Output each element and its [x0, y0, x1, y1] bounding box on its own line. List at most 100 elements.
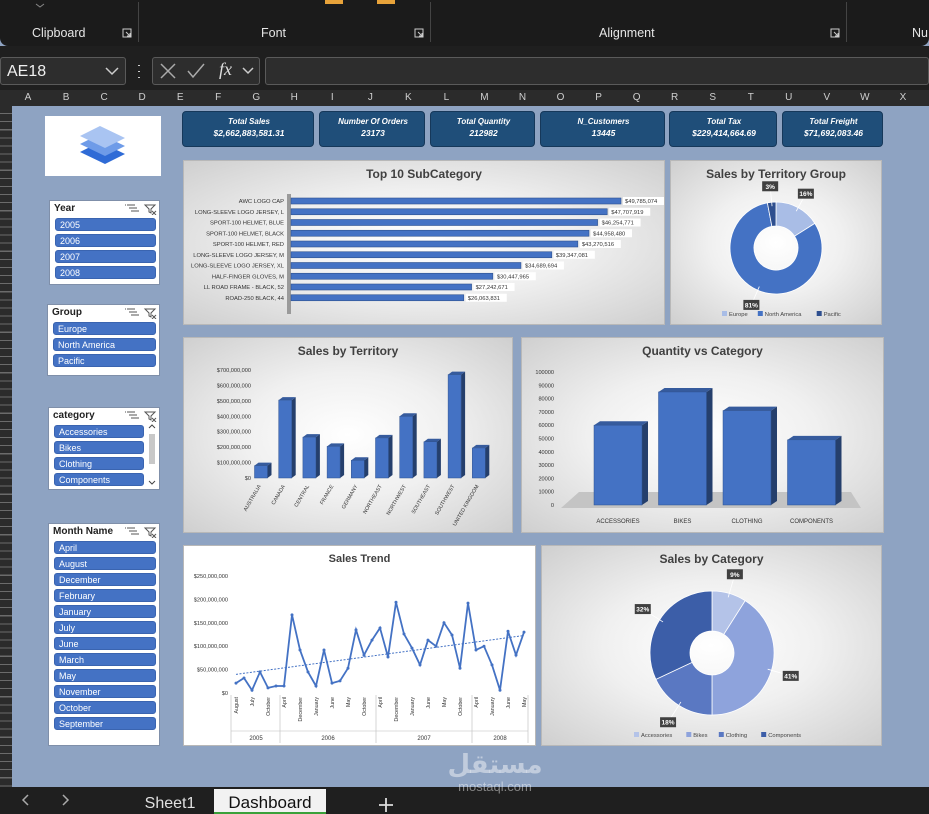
- ribbon-group-label[interactable]: Clipboard: [32, 26, 86, 40]
- ribbon-icon: [325, 0, 343, 4]
- kpi-label: N_Customers: [577, 117, 630, 126]
- scroll-down: [148, 480, 156, 485]
- y-tick-label: 70000: [538, 410, 554, 416]
- category-label: SPORT-100 HELMET, RED: [213, 242, 284, 248]
- data-point: [250, 688, 254, 692]
- kpi-value: 13445: [591, 128, 616, 138]
- x-tick-label: July: [250, 697, 256, 707]
- slicer[interactable]: category Accessories Bikes Clothing Componen…: [48, 407, 160, 490]
- logo-layer: [80, 126, 125, 148]
- clear-filter-icon: [143, 527, 157, 538]
- slicer-item[interactable]: July: [54, 621, 156, 634]
- clear-filter-icon: [143, 308, 157, 319]
- data-point: [514, 653, 518, 657]
- slicer-item[interactable]: December: [54, 573, 156, 586]
- data-point: [386, 655, 390, 659]
- ribbon-separator: [430, 2, 431, 42]
- x-tick-label: COMPONENTS: [790, 519, 833, 525]
- value-label: $43,270,516: [582, 242, 614, 248]
- slicer-item[interactable]: 2006: [55, 234, 156, 247]
- bar-side: [315, 434, 320, 478]
- kpi-value: 212982: [469, 128, 498, 138]
- y-tick-label: $0: [245, 476, 251, 482]
- bar: [375, 437, 389, 479]
- slicer-item[interactable]: Europe: [53, 322, 156, 335]
- data-point: [482, 644, 486, 648]
- slicer-item[interactable]: North America: [53, 338, 156, 351]
- column-header: O: [556, 92, 565, 103]
- slicer-item[interactable]: October: [54, 701, 156, 714]
- slicer-item[interactable]: Clothing: [54, 457, 144, 470]
- slicer-item[interactable]: February: [54, 589, 156, 602]
- column-header: C: [100, 92, 108, 103]
- slicer[interactable]: Month Name April August December February Jan…: [48, 523, 160, 746]
- name-box[interactable]: AE18: [0, 57, 126, 85]
- slicer-item[interactable]: January: [54, 605, 156, 618]
- x-tick-label: January: [490, 697, 496, 716]
- clear-filter-icon: [143, 204, 157, 215]
- column-header: L: [443, 92, 450, 103]
- formula-icons: [105, 63, 254, 79]
- ribbon-group-label[interactable]: Font: [261, 26, 287, 40]
- data-label-box: [726, 569, 743, 580]
- data-point: [362, 653, 366, 657]
- data-label: 18%: [662, 720, 675, 727]
- value-label-box: [623, 197, 664, 205]
- slicer-item[interactable]: November: [54, 685, 156, 698]
- add-sheet[interactable]: [379, 798, 393, 812]
- data-point: [402, 632, 406, 636]
- ribbon-group-label[interactable]: Nu: [912, 26, 928, 40]
- data-point: [370, 638, 374, 642]
- axis-wall: [287, 194, 291, 314]
- chart-panel[interactable]: Sales by Category 9% 41% 18% 32% Accessories B…: [541, 545, 882, 746]
- slicer-item[interactable]: June: [54, 637, 156, 650]
- legend-label: Clothing: [726, 733, 747, 739]
- ribbon-icon: [377, 0, 395, 4]
- slicer-item[interactable]: September: [54, 717, 156, 730]
- ribbon-group-label[interactable]: Alignment: [599, 26, 655, 40]
- bar-top: [658, 387, 713, 392]
- chart-panel[interactable]: Sales Trend $0 $50,000,000 $100,000,000 $150…: [183, 545, 536, 746]
- cancel-icon: [160, 63, 176, 79]
- slicer-item[interactable]: Bikes: [54, 441, 144, 454]
- slicer-item[interactable]: Accessories: [54, 425, 144, 438]
- slicer-item[interactable]: March: [54, 653, 156, 666]
- multi-select-icon: [125, 411, 139, 419]
- column-header: E: [176, 92, 184, 103]
- slicer-item[interactable]: April: [54, 541, 156, 554]
- column-header: I: [330, 92, 334, 103]
- formula-controls[interactable]: [152, 57, 260, 85]
- formula-input[interactable]: [265, 57, 929, 85]
- chart: Sales by Territory Group 16% 81% 3% Europe No…: [706, 167, 846, 318]
- x-tick-label: June: [426, 697, 432, 709]
- slicer-item[interactable]: Pacific: [53, 354, 156, 367]
- slicer-item[interactable]: May: [54, 669, 156, 682]
- y-tick-label: $600,000,000: [217, 383, 251, 389]
- data-point: [426, 638, 430, 642]
- x-tick-label: April: [474, 697, 480, 708]
- slicer[interactable]: Group Europe North America Pacific: [47, 304, 160, 376]
- x-tick-label: NORTHEAST: [362, 483, 384, 515]
- chart-panel[interactable]: Sales by Territory Group 16% 81% 3% Europe No…: [670, 160, 882, 325]
- slicer-item[interactable]: 2008: [55, 266, 156, 279]
- slicer[interactable]: Year 2005 2006 2007 2008: [49, 200, 160, 285]
- data-point: [322, 648, 326, 652]
- bar: [302, 436, 317, 479]
- slicer-item[interactable]: Components: [54, 473, 144, 486]
- chart-panel[interactable]: Quantity vs Category 0 10000 20000 30000 4000…: [521, 337, 884, 533]
- sheet-tab-active[interactable]: Dashboard: [214, 789, 326, 814]
- slicer-item[interactable]: August: [54, 557, 156, 570]
- chart-panel[interactable]: Sales by Territory $0 $100,000,000 $200,000…: [183, 337, 513, 533]
- sheet-tab[interactable]: Sheet1: [144, 795, 196, 812]
- slicer-item[interactable]: 2005: [55, 218, 156, 231]
- y-tick-label: $300,000,000: [217, 430, 251, 436]
- value-label-box: [609, 207, 651, 216]
- bar: [399, 416, 413, 479]
- chart-panel[interactable]: Top 10 SubCategory AWC LOGO CAP $49,785,07…: [183, 160, 665, 325]
- y-tick-label: 10000: [538, 490, 554, 496]
- column-header: M: [480, 92, 489, 103]
- bar-top: [278, 397, 296, 401]
- x-tick-label: SOUTHWEST: [434, 483, 456, 516]
- bar-top: [423, 438, 441, 442]
- slicer-item[interactable]: 2007: [55, 250, 156, 263]
